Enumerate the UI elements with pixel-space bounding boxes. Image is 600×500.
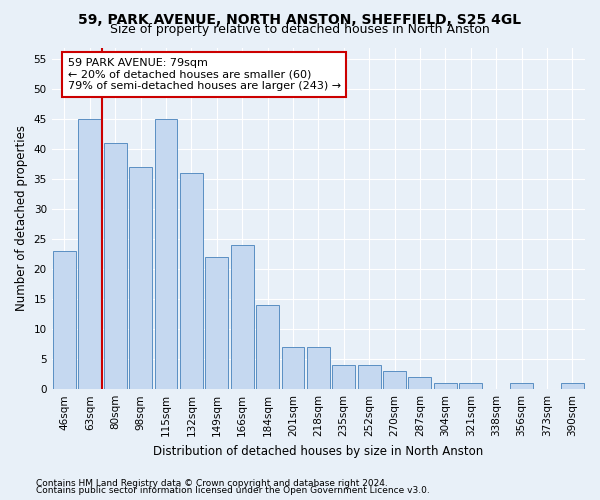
Text: Size of property relative to detached houses in North Anston: Size of property relative to detached ho… [110,22,490,36]
Bar [53,252,76,389]
Bar [104,144,127,389]
Bar [205,258,228,389]
Bar [358,365,380,389]
Text: Contains HM Land Registry data © Crown copyright and database right 2024.: Contains HM Land Registry data © Crown c… [36,478,388,488]
Bar [307,347,330,389]
Bar [434,383,457,389]
Bar [561,383,584,389]
Bar [332,365,355,389]
Bar [129,168,152,389]
Bar [459,383,482,389]
Bar [155,120,178,389]
Bar [383,371,406,389]
Text: 59, PARK AVENUE, NORTH ANSTON, SHEFFIELD, S25 4GL: 59, PARK AVENUE, NORTH ANSTON, SHEFFIELD… [79,12,521,26]
Bar [231,246,254,389]
Bar [256,306,279,389]
X-axis label: Distribution of detached houses by size in North Anston: Distribution of detached houses by size … [153,444,484,458]
Bar [79,120,101,389]
Bar [409,377,431,389]
Bar [281,347,304,389]
Bar [180,174,203,389]
Bar [510,383,533,389]
Text: Contains public sector information licensed under the Open Government Licence v3: Contains public sector information licen… [36,486,430,495]
Text: 59 PARK AVENUE: 79sqm
← 20% of detached houses are smaller (60)
79% of semi-deta: 59 PARK AVENUE: 79sqm ← 20% of detached … [68,58,341,91]
Y-axis label: Number of detached properties: Number of detached properties [15,126,28,312]
